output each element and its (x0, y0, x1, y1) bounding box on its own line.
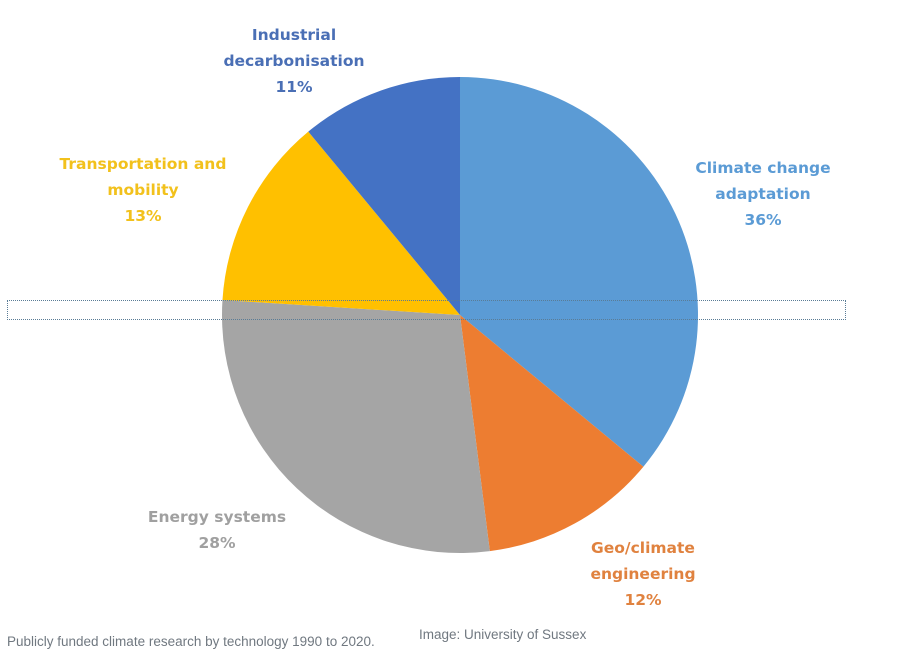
slice-category-label: Climate change (695, 159, 830, 177)
pie-slices (222, 77, 699, 553)
slice-category-label: adaptation (715, 185, 810, 203)
image-credit: Image: University of Sussex (419, 627, 587, 642)
pie-slice (460, 77, 699, 467)
slice-category-label: Energy systems (148, 508, 286, 526)
slice-value-label: 36% (744, 211, 782, 229)
slice-value-label: 11% (275, 78, 313, 96)
pie-slice (308, 77, 460, 315)
pie-chart: Climate change adaptation 36% Geo/climate en… (60, 26, 831, 609)
pie-slice (222, 131, 460, 315)
pie-labels: Climate change adaptation 36% Geo/climate en… (60, 26, 831, 609)
slice-category-label: decarbonisation (223, 52, 364, 70)
pie-slice (222, 300, 490, 553)
slice-value-label: 13% (124, 207, 162, 225)
slice-category-label: mobility (107, 181, 178, 199)
pie-slice (460, 315, 644, 552)
slice-value-label: 28% (198, 534, 236, 552)
slice-category-label: Transportation and (60, 155, 227, 173)
slice-category-label: engineering (590, 565, 695, 583)
slice-category-label: Geo/climate (591, 539, 695, 557)
slice-category-label: Industrial (252, 26, 336, 44)
slice-value-label: 12% (624, 591, 662, 609)
figure-caption: Publicly funded climate research by tech… (7, 634, 375, 649)
